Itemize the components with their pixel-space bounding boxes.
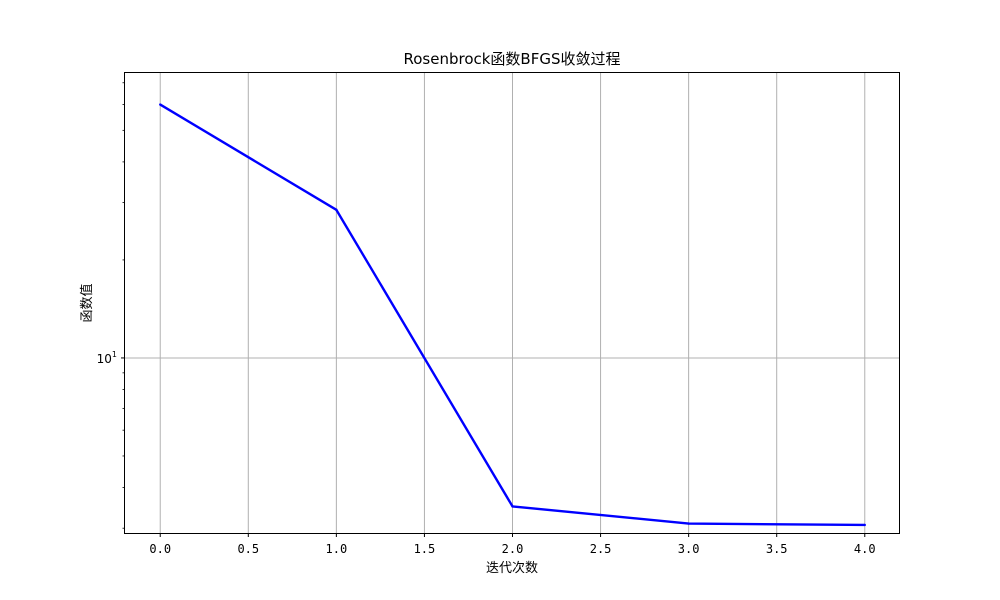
y-axis-label: 函数值 xyxy=(79,283,95,322)
series-point xyxy=(159,103,162,106)
x-tick-label: 3.5 xyxy=(766,542,788,556)
x-tick-label: 2.0 xyxy=(502,542,524,556)
series-point xyxy=(863,523,866,527)
series-point xyxy=(511,505,514,508)
y-tick-label-exponent: 1 xyxy=(112,350,117,359)
series-point xyxy=(687,522,690,525)
series-point xyxy=(335,208,338,212)
x-tick-label: 1.0 xyxy=(326,542,348,556)
x-tick-label: 4.0 xyxy=(854,542,876,556)
x-tick-label: 1.5 xyxy=(414,542,436,556)
chart-title: Rosenbrock函数BFGS收敛过程 xyxy=(403,50,620,68)
x-tick-label: 0.0 xyxy=(149,542,171,556)
series-layer xyxy=(159,103,866,527)
tick-layer: 0.0 0.5 1.0 1.5 2.0 2.5 3.0 3.5 4.0 101 xyxy=(97,82,876,556)
y-tick-label: 101 xyxy=(97,350,117,366)
grid-layer xyxy=(125,73,900,533)
x-tick-label: 2.5 xyxy=(590,542,612,556)
x-axis-label: 迭代次数 xyxy=(486,560,538,576)
y-tick-label-base: 10 xyxy=(97,352,112,366)
x-tick-label: 3.0 xyxy=(678,542,700,556)
x-tick-label: 0.5 xyxy=(237,542,259,556)
